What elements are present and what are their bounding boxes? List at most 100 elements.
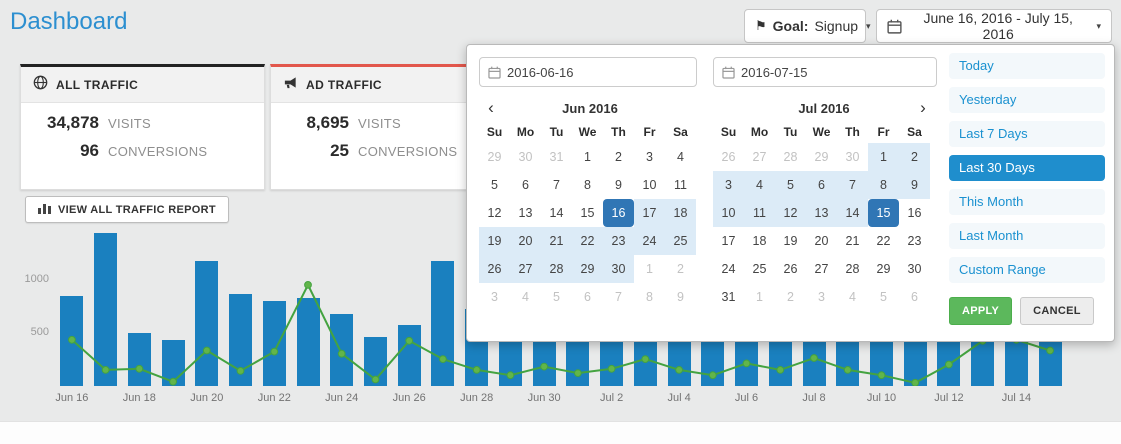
view-all-traffic-report-button[interactable]: VIEW ALL TRAFFIC REPORT xyxy=(25,196,229,223)
calendar-day[interactable]: 1 xyxy=(756,290,763,304)
calendar-day[interactable]: 23 xyxy=(603,227,634,255)
calendar-day[interactable]: 6 xyxy=(806,171,837,199)
calendar-day[interactable]: 6 xyxy=(911,290,918,304)
calendar-day[interactable]: 4 xyxy=(849,290,856,304)
calendar-day[interactable]: 2 xyxy=(787,290,794,304)
calendar-day[interactable]: 29 xyxy=(572,255,603,283)
calendar-day[interactable]: 15 xyxy=(580,206,595,220)
calendar-day[interactable]: 26 xyxy=(783,262,798,276)
calendar-day[interactable]: 14 xyxy=(837,199,868,227)
calendar-day[interactable]: 28 xyxy=(783,150,798,164)
calendar-day[interactable]: 26 xyxy=(479,255,510,283)
start-date-input[interactable] xyxy=(507,59,696,85)
calendar-day[interactable]: 9 xyxy=(677,290,684,304)
range-option-last-30-days[interactable]: Last 30 Days xyxy=(949,155,1105,181)
calendar-day[interactable]: 1 xyxy=(646,262,653,276)
calendar-day[interactable]: 12 xyxy=(487,206,502,220)
calendar-day[interactable]: 27 xyxy=(510,255,541,283)
calendar-day[interactable]: 14 xyxy=(549,206,564,220)
calendar-day[interactable]: 12 xyxy=(775,199,806,227)
calendar-day[interactable]: 13 xyxy=(806,199,837,227)
calendar-day[interactable]: 19 xyxy=(479,227,510,255)
calendar-day[interactable]: 4 xyxy=(744,171,775,199)
visits-bar[interactable] xyxy=(431,261,455,386)
calendar-day[interactable]: 6 xyxy=(584,290,591,304)
calendar-day[interactable]: 5 xyxy=(491,178,498,192)
calendar-day[interactable]: 2 xyxy=(615,150,622,164)
range-option-this-month[interactable]: This Month xyxy=(949,189,1105,215)
calendar-day[interactable]: 30 xyxy=(907,262,922,276)
calendar-day[interactable]: 2 xyxy=(899,143,930,171)
prev-month-button[interactable]: ‹ xyxy=(488,98,494,117)
calendar-day[interactable]: 20 xyxy=(510,227,541,255)
date-range-button[interactable]: June 16, 2016 - July 15, 2016 ▾ xyxy=(876,9,1112,43)
calendar-day[interactable]: 17 xyxy=(634,199,665,227)
apply-button[interactable]: APPLY xyxy=(949,297,1013,325)
calendar-day[interactable]: 9 xyxy=(899,171,930,199)
visits-bar[interactable] xyxy=(161,339,185,386)
calendar-day[interactable]: 24 xyxy=(721,262,736,276)
calendar-day[interactable]: 23 xyxy=(907,234,922,248)
calendar-day[interactable]: 30 xyxy=(845,150,860,164)
calendar-day[interactable]: 10 xyxy=(642,178,657,192)
calendar-day[interactable]: 5 xyxy=(880,290,887,304)
calendar-day[interactable]: 17 xyxy=(721,234,736,248)
calendar-day[interactable]: 16 xyxy=(603,199,634,227)
range-option-last-month[interactable]: Last Month xyxy=(949,223,1105,249)
calendar-day[interactable]: 29 xyxy=(814,150,829,164)
calendar-day[interactable]: 20 xyxy=(814,234,829,248)
visits-bar[interactable] xyxy=(296,297,320,386)
calendar-day[interactable]: 22 xyxy=(572,227,603,255)
calendar-day[interactable]: 24 xyxy=(634,227,665,255)
calendar-day[interactable]: 3 xyxy=(646,150,653,164)
calendar-day[interactable]: 22 xyxy=(876,234,891,248)
calendar-day[interactable]: 26 xyxy=(721,150,736,164)
calendar-day[interactable]: 18 xyxy=(665,199,696,227)
calendar-day[interactable]: 29 xyxy=(487,150,502,164)
visits-bar[interactable] xyxy=(60,295,84,386)
calendar-day[interactable]: 15 xyxy=(868,199,899,227)
visits-bar[interactable] xyxy=(229,293,252,386)
calendar-day[interactable]: 7 xyxy=(837,171,868,199)
visits-bar[interactable] xyxy=(330,314,354,386)
visits-bar[interactable] xyxy=(364,336,387,386)
calendar-day[interactable]: 25 xyxy=(752,262,767,276)
calendar-day[interactable]: 7 xyxy=(553,178,560,192)
cancel-button[interactable]: CANCEL xyxy=(1020,297,1094,325)
calendar-day[interactable]: 28 xyxy=(845,262,860,276)
calendar-day[interactable]: 31 xyxy=(721,290,736,304)
calendar-day[interactable]: 1 xyxy=(868,143,899,171)
calendar-day[interactable]: 6 xyxy=(522,178,529,192)
range-option-custom-range[interactable]: Custom Range xyxy=(949,257,1105,283)
calendar-day[interactable]: 11 xyxy=(744,199,775,227)
calendar-day[interactable]: 7 xyxy=(615,290,622,304)
calendar-day[interactable]: 8 xyxy=(868,171,899,199)
calendar-day[interactable]: 21 xyxy=(845,234,860,248)
calendar-day[interactable]: 10 xyxy=(713,199,744,227)
calendar-day[interactable]: 27 xyxy=(752,150,767,164)
calendar-day[interactable]: 9 xyxy=(615,178,622,192)
goal-selector-button[interactable]: ⚑ Goal: Signup ▾ xyxy=(744,9,871,43)
calendar-day[interactable]: 8 xyxy=(584,178,591,192)
visits-bar[interactable] xyxy=(94,233,118,386)
end-date-input[interactable] xyxy=(741,59,936,85)
calendar-day[interactable]: 2 xyxy=(677,262,684,276)
visits-bar[interactable] xyxy=(127,333,151,386)
calendar-day[interactable]: 28 xyxy=(541,255,572,283)
calendar-day[interactable]: 4 xyxy=(522,290,529,304)
calendar-day[interactable]: 3 xyxy=(713,171,744,199)
calendar-day[interactable]: 1 xyxy=(584,150,591,164)
calendar-day[interactable]: 18 xyxy=(752,234,767,248)
visits-bar[interactable] xyxy=(397,324,421,386)
calendar-day[interactable]: 5 xyxy=(775,171,806,199)
calendar-day[interactable]: 19 xyxy=(783,234,798,248)
calendar-day[interactable]: 5 xyxy=(553,290,560,304)
calendar-day[interactable]: 11 xyxy=(674,178,687,192)
range-option-last-7-days[interactable]: Last 7 Days xyxy=(949,121,1105,147)
calendar-day[interactable]: 29 xyxy=(876,262,891,276)
visits-bar[interactable] xyxy=(262,301,286,386)
next-month-button[interactable]: › xyxy=(920,98,926,117)
calendar-day[interactable]: 25 xyxy=(665,227,696,255)
range-option-today[interactable]: Today xyxy=(949,53,1105,79)
calendar-day[interactable]: 30 xyxy=(518,150,533,164)
